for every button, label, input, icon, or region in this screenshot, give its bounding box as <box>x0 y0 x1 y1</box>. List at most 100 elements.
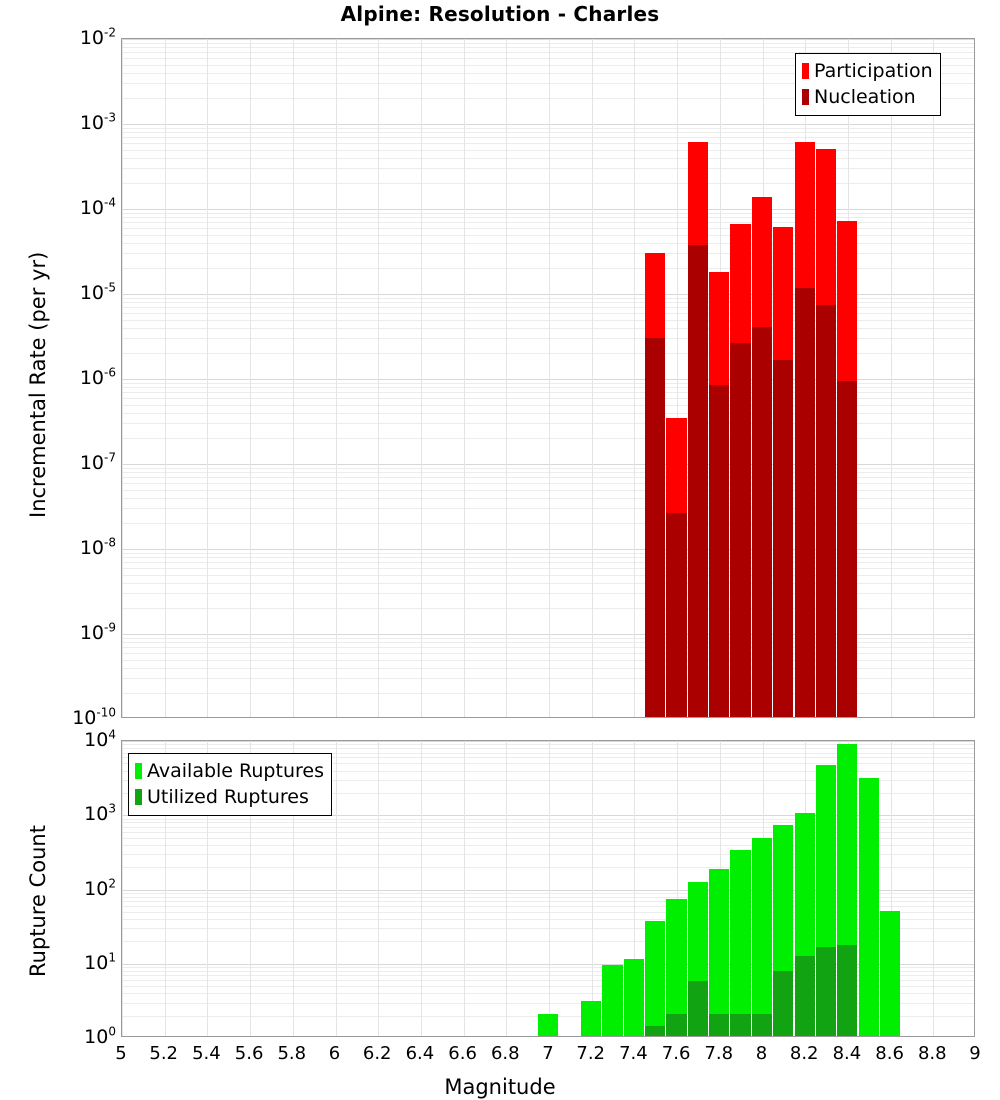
gridline-minor <box>122 901 974 902</box>
gridline-minor <box>122 667 974 669</box>
gridline-minor <box>122 552 974 554</box>
gridline-minor <box>122 941 974 943</box>
gridline-major <box>122 124 974 125</box>
legend-item-label: Nucleation <box>814 85 916 108</box>
bar-group <box>645 741 666 1036</box>
gridline-minor <box>122 905 974 907</box>
x-tick-label: 8.6 <box>875 1043 904 1064</box>
gridline-minor <box>122 770 974 772</box>
gridline-minor <box>122 867 974 869</box>
gridline-minor <box>122 557 974 559</box>
gridline-minor <box>122 217 974 219</box>
bar-segment-nucleation <box>837 380 858 717</box>
gridline-minor <box>122 253 974 255</box>
gridline-major <box>122 634 974 635</box>
gridline-minor <box>122 127 974 129</box>
gridline-minor <box>122 608 974 610</box>
x-tick-label: 6.4 <box>405 1043 435 1064</box>
y-tick-label: 103 <box>84 801 116 826</box>
legend-swatch-icon <box>135 763 142 779</box>
legend-item-label: Available Ruptures <box>147 759 324 782</box>
gridline-minor <box>122 523 974 525</box>
bar-group <box>751 741 772 1036</box>
gridline-vertical <box>164 741 166 1036</box>
gridline-vertical <box>122 741 123 1036</box>
bottom-panel-y-axis-title: Rupture Count <box>26 824 50 977</box>
gridline-minor <box>122 508 974 510</box>
bar-group <box>730 741 751 1036</box>
gridline-vertical <box>250 39 252 717</box>
bar-group <box>517 741 537 1036</box>
gridline-minor <box>122 752 974 754</box>
gridline-vertical <box>463 741 465 1036</box>
bar-segment-available <box>879 911 901 1036</box>
bar-segment-utilized <box>645 1026 666 1036</box>
gridline-minor <box>122 818 974 820</box>
gridline-minor <box>122 826 974 828</box>
gridline-minor <box>122 678 974 680</box>
gridline-vertical <box>933 39 935 717</box>
gridline-vertical <box>549 741 550 1036</box>
bar-group <box>815 741 837 1036</box>
gridline-minor <box>122 593 974 595</box>
legend-item: Nucleation <box>802 84 933 110</box>
bar-group <box>773 741 794 1036</box>
bar-segment-available <box>666 899 687 1036</box>
gridline-minor <box>122 693 974 695</box>
gridline-minor <box>122 302 974 304</box>
gridline-minor <box>122 137 974 139</box>
gridline-vertical <box>890 39 892 717</box>
gridline-vertical <box>335 39 337 717</box>
bar-segment-available <box>602 965 623 1036</box>
bar-group <box>687 741 708 1036</box>
legend-item-label: Participation <box>814 59 933 82</box>
x-tick-label: 7.4 <box>619 1043 648 1064</box>
bar-segment-utilized <box>709 1013 730 1036</box>
gridline-vertical <box>378 741 380 1036</box>
gridline-minor <box>122 642 974 644</box>
bar-group <box>837 741 858 1036</box>
bar-segment-available <box>858 777 879 1036</box>
gridline-minor <box>122 467 974 469</box>
gridline-minor <box>122 854 974 856</box>
gridline-minor <box>122 911 974 913</box>
bar-group <box>666 39 687 717</box>
y-tick-label: 102 <box>84 876 116 900</box>
bar-segment-utilized <box>666 1013 687 1036</box>
bar-segment-utilized <box>837 944 858 1036</box>
gridline-vertical <box>378 39 380 717</box>
bar-group <box>623 741 644 1036</box>
x-tick-label: 6 <box>328 1043 341 1064</box>
x-tick-label: 7.8 <box>704 1043 734 1064</box>
gridline-minor <box>122 397 974 399</box>
y-tick-label: 10-2 <box>79 25 116 49</box>
bar-group <box>709 39 730 717</box>
bar-segment-nucleation <box>666 513 687 717</box>
bar-group <box>751 39 772 717</box>
gridline-minor <box>122 844 974 846</box>
gridline-major <box>122 889 974 891</box>
bar-segment-available <box>709 868 730 1036</box>
gridline-minor <box>122 822 974 824</box>
gridline-minor <box>122 472 974 474</box>
gridline-minor <box>122 831 974 833</box>
gridline-vertical <box>463 39 465 717</box>
gridline-minor <box>122 353 974 355</box>
gridline-major <box>122 379 974 380</box>
bottom-panel-bars <box>122 741 974 1036</box>
gridline-minor <box>122 919 974 921</box>
bar-segment-available <box>645 921 666 1036</box>
gridline-minor <box>122 837 974 839</box>
gridline-major <box>122 963 974 965</box>
x-tick-label: 5.4 <box>192 1043 221 1064</box>
bar-segment-utilized <box>773 971 794 1036</box>
x-tick-label: 5 <box>115 1043 127 1064</box>
bar-segment-available <box>751 837 772 1036</box>
gridline-vertical <box>634 39 636 717</box>
gridline-minor <box>122 744 974 746</box>
gridline-vertical <box>164 39 166 717</box>
gridline-minor <box>122 892 974 894</box>
gridline-minor <box>122 312 974 314</box>
gridline-minor <box>122 567 974 569</box>
